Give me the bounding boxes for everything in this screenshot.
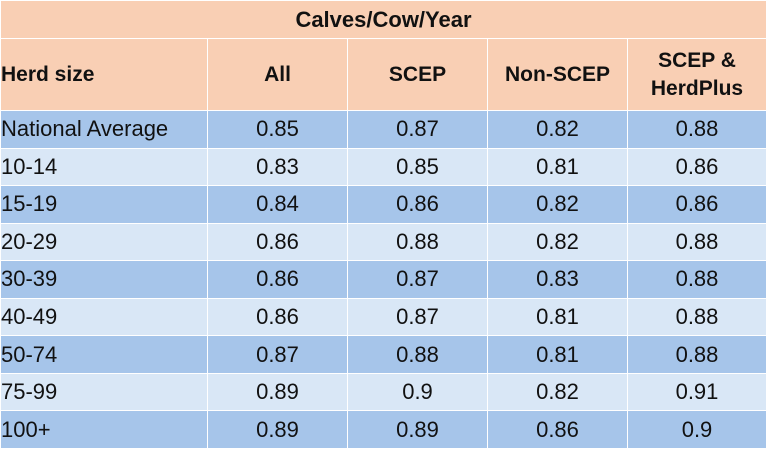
row-label: 100+ <box>0 410 208 449</box>
table-cell: 0.86 <box>207 260 348 299</box>
column-header-herd-size: Herd size <box>0 38 208 111</box>
table-cell: 0.81 <box>487 335 628 374</box>
table-row: 75-99 0.89 0.9 0.82 0.91 <box>0 372 767 412</box>
row-label: 20-29 <box>0 222 208 262</box>
table-cell: 0.9 <box>347 372 488 412</box>
table-cell: 0.87 <box>207 335 348 374</box>
table-cell: 0.86 <box>207 297 348 337</box>
column-header-scep: SCEP <box>347 38 488 111</box>
table-cell: 0.86 <box>487 410 628 449</box>
table-row: 40-49 0.86 0.87 0.81 0.88 <box>0 297 767 337</box>
table-cell: 0.83 <box>207 147 348 187</box>
table-row: 20-29 0.86 0.88 0.82 0.88 <box>0 222 767 262</box>
table-cell: 0.88 <box>347 335 488 374</box>
table-cell: 0.85 <box>207 110 348 149</box>
row-label: 10-14 <box>0 147 208 187</box>
table-row: National Average 0.85 0.87 0.82 0.88 <box>0 110 767 149</box>
table-cell: 0.89 <box>207 410 348 449</box>
table-cell: 0.88 <box>627 222 767 262</box>
row-label: 50-74 <box>0 335 208 374</box>
table-cell: 0.82 <box>487 372 628 412</box>
column-header-scep-herdplus: SCEP & HerdPlus <box>627 38 767 111</box>
column-header-non-scep: Non-SCEP <box>487 38 628 111</box>
table-cell: 0.82 <box>487 110 628 149</box>
table-cell: 0.82 <box>487 185 628 224</box>
table-cell: 0.81 <box>487 297 628 337</box>
table-cell: 0.87 <box>347 297 488 337</box>
table-cell: 0.83 <box>487 260 628 299</box>
table-row: 50-74 0.87 0.88 0.81 0.88 <box>0 335 767 374</box>
row-label: 40-49 <box>0 297 208 337</box>
table-cell: 0.88 <box>347 222 488 262</box>
row-label: National Average <box>0 110 208 149</box>
table-cell: 0.86 <box>347 185 488 224</box>
table-body: National Average 0.85 0.87 0.82 0.88 10-14 0.8… <box>0 110 767 449</box>
table-row: 100+ 0.89 0.89 0.86 0.9 <box>0 410 767 449</box>
table-cell: 0.9 <box>627 410 767 449</box>
table-cell: 0.89 <box>207 372 348 412</box>
table-row: 15-19 0.84 0.86 0.82 0.86 <box>0 185 767 224</box>
row-label: 30-39 <box>0 260 208 299</box>
table-cell: 0.88 <box>627 260 767 299</box>
table-cell: 0.88 <box>627 297 767 337</box>
table-cell: 0.81 <box>487 147 628 187</box>
table-cell: 0.88 <box>627 110 767 149</box>
table-cell: 0.91 <box>627 372 767 412</box>
table-cell: 0.82 <box>487 222 628 262</box>
table-cell: 0.86 <box>627 185 767 224</box>
table-cell: 0.86 <box>627 147 767 187</box>
row-label: 75-99 <box>0 372 208 412</box>
table-cell: 0.86 <box>207 222 348 262</box>
column-header-all: All <box>207 38 348 111</box>
table-cell: 0.89 <box>347 410 488 449</box>
table-row: 10-14 0.83 0.85 0.81 0.86 <box>0 147 767 187</box>
table-title: Calves/Cow/Year <box>0 0 767 39</box>
table-cell: 0.85 <box>347 147 488 187</box>
table-row: 30-39 0.86 0.87 0.83 0.88 <box>0 260 767 299</box>
table-cell: 0.87 <box>347 110 488 149</box>
table-cell: 0.84 <box>207 185 348 224</box>
table-cell: 0.87 <box>347 260 488 299</box>
row-label: 15-19 <box>0 185 208 224</box>
table-cell: 0.88 <box>627 335 767 374</box>
